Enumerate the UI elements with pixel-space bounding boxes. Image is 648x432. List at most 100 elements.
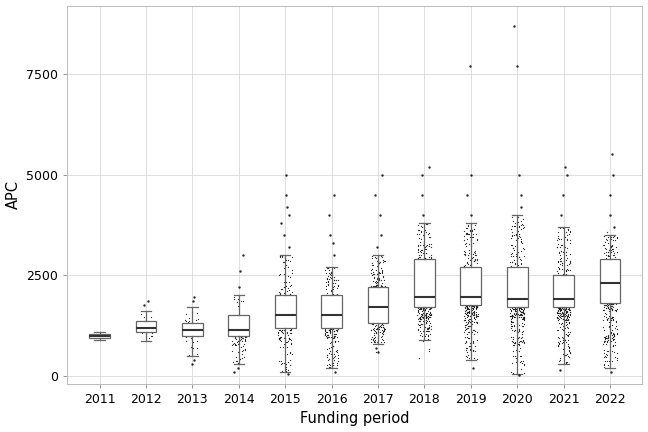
- Point: [605, 326, 615, 333]
- Point: [426, 284, 437, 291]
- Point: [240, 336, 250, 343]
- Point: [511, 264, 522, 270]
- Point: [612, 356, 622, 363]
- Point: [507, 302, 518, 308]
- Point: [557, 288, 567, 295]
- Point: [325, 307, 336, 314]
- Point: [603, 301, 613, 308]
- Point: [509, 260, 520, 267]
- Point: [185, 344, 196, 351]
- Point: [556, 278, 566, 285]
- Point: [378, 299, 389, 306]
- Point: [559, 295, 570, 302]
- Point: [329, 327, 339, 334]
- Point: [375, 300, 385, 307]
- Point: [320, 304, 330, 311]
- Point: [379, 300, 389, 307]
- Point: [371, 326, 381, 333]
- Point: [366, 267, 376, 273]
- Point: [516, 308, 527, 315]
- Point: [413, 305, 423, 311]
- Point: [556, 299, 566, 305]
- Point: [601, 272, 611, 279]
- Point: [471, 266, 481, 273]
- Point: [516, 323, 527, 330]
- Point: [275, 316, 286, 323]
- Point: [461, 299, 472, 306]
- Point: [599, 271, 610, 278]
- Point: [611, 271, 621, 278]
- Point: [609, 333, 619, 340]
- Point: [469, 296, 479, 303]
- Point: [324, 296, 334, 303]
- Point: [459, 322, 470, 329]
- Point: [281, 360, 292, 367]
- Point: [321, 305, 331, 311]
- Point: [561, 324, 571, 331]
- Point: [325, 302, 335, 309]
- Point: [415, 269, 425, 276]
- Point: [322, 331, 332, 338]
- Point: [376, 253, 387, 260]
- Point: [506, 317, 516, 324]
- Point: [417, 284, 428, 291]
- Point: [376, 320, 387, 327]
- Point: [274, 335, 284, 342]
- Point: [462, 272, 472, 279]
- Point: [328, 355, 338, 362]
- Point: [229, 329, 239, 336]
- Point: [507, 267, 518, 273]
- Point: [515, 288, 525, 295]
- Point: [552, 293, 562, 300]
- Point: [283, 211, 294, 218]
- Point: [367, 295, 377, 302]
- Point: [514, 291, 524, 298]
- Point: [415, 260, 426, 267]
- Point: [426, 243, 437, 250]
- Point: [332, 324, 342, 331]
- Point: [423, 265, 434, 272]
- Point: [599, 364, 610, 371]
- Point: [563, 225, 573, 232]
- Point: [601, 282, 611, 289]
- Point: [375, 290, 386, 297]
- Point: [276, 219, 286, 226]
- Point: [420, 267, 430, 274]
- Point: [325, 322, 336, 329]
- Point: [329, 277, 340, 284]
- Point: [507, 311, 517, 318]
- Point: [518, 224, 528, 231]
- Point: [607, 262, 617, 269]
- Point: [330, 324, 341, 330]
- Point: [468, 364, 478, 371]
- Point: [282, 320, 292, 327]
- Point: [555, 251, 565, 258]
- Point: [607, 295, 617, 302]
- Point: [607, 305, 617, 311]
- Point: [378, 301, 389, 308]
- Point: [561, 350, 572, 357]
- Point: [512, 365, 522, 372]
- Point: [563, 287, 573, 294]
- Point: [469, 340, 479, 346]
- Point: [331, 306, 341, 313]
- Point: [467, 309, 478, 316]
- Point: [373, 276, 383, 283]
- Point: [461, 326, 471, 333]
- Point: [229, 368, 240, 375]
- Point: [471, 291, 481, 298]
- Point: [378, 315, 388, 322]
- Point: [605, 270, 615, 277]
- Point: [237, 333, 248, 340]
- Point: [599, 270, 610, 277]
- Point: [329, 305, 340, 311]
- Point: [557, 316, 568, 323]
- Point: [605, 234, 616, 241]
- Point: [557, 293, 568, 300]
- Point: [555, 356, 566, 363]
- Point: [510, 327, 520, 334]
- Point: [604, 273, 614, 280]
- Point: [287, 351, 297, 358]
- Point: [612, 289, 622, 296]
- Point: [468, 326, 478, 333]
